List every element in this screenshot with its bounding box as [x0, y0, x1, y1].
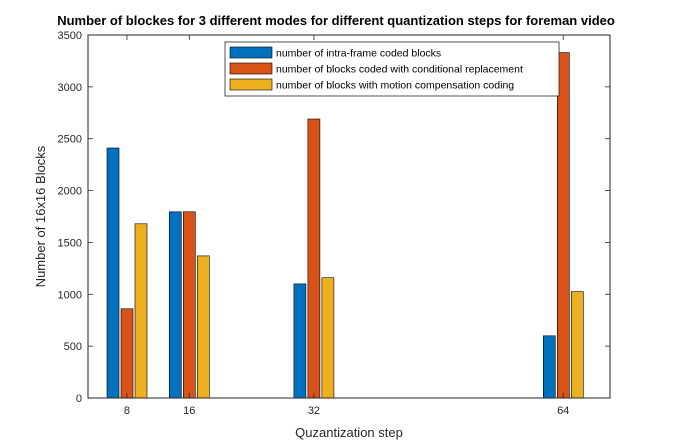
- y-axis: 0 500 1000 1500 2000 2500 3000 3500: [58, 30, 610, 405]
- bar-series-1-x-32: [293, 283, 307, 399]
- y-tick-label: 0: [76, 393, 82, 405]
- x-tick-label: 32: [308, 405, 320, 417]
- legend-swatch: [229, 78, 273, 91]
- y-tick-label: 1000: [58, 289, 82, 301]
- y-tick-label: 500: [64, 341, 82, 353]
- bar-series-2-x-8: [120, 308, 134, 399]
- bars-group: [106, 52, 584, 399]
- x-tick-label: 64: [557, 405, 569, 417]
- bar-series-2-x-32: [307, 118, 321, 399]
- y-tick-label: 1500: [58, 237, 82, 249]
- bar-series-2-x-16: [183, 211, 196, 399]
- bar-series-1-x-16: [169, 211, 182, 399]
- plot-area-frame: [87, 34, 611, 399]
- bar-series-3-x-16: [197, 255, 210, 399]
- x-axis: 8 16 32 64: [124, 35, 569, 417]
- y-tick-label: 3000: [58, 82, 82, 94]
- legend: number of intra-frame coded blocks number…: [224, 41, 560, 97]
- bar-series-1-x-8: [106, 147, 120, 399]
- legend-swatch: [229, 46, 273, 59]
- bar-series-3-x-8: [134, 223, 148, 399]
- legend-box: [224, 41, 560, 97]
- x-axis-label: Quzantization step: [295, 425, 403, 440]
- y-tick-label: 2500: [58, 134, 82, 146]
- bar-series-3-x-64: [570, 291, 584, 399]
- y-tick-label: 3500: [58, 30, 82, 42]
- legend-label: number of intra-frame coded blocks: [276, 48, 441, 60]
- legend-label: number of blocks coded with conditional …: [276, 64, 523, 76]
- x-tick-label: 8: [124, 405, 130, 417]
- bar-series-2-x-64: [556, 52, 570, 399]
- bar-series-3-x-32: [321, 277, 335, 399]
- y-axis-label: Number of 16x16 Blocks: [33, 145, 48, 287]
- legend-swatch: [229, 62, 273, 75]
- x-tick-label: 16: [183, 405, 195, 417]
- y-tick-label: 2000: [58, 186, 82, 198]
- chart-title: Number of blockes for 3 different modes …: [57, 13, 615, 28]
- legend-label: number of blocks with motion compensatio…: [276, 80, 514, 92]
- bar-series-1-x-64: [542, 335, 556, 399]
